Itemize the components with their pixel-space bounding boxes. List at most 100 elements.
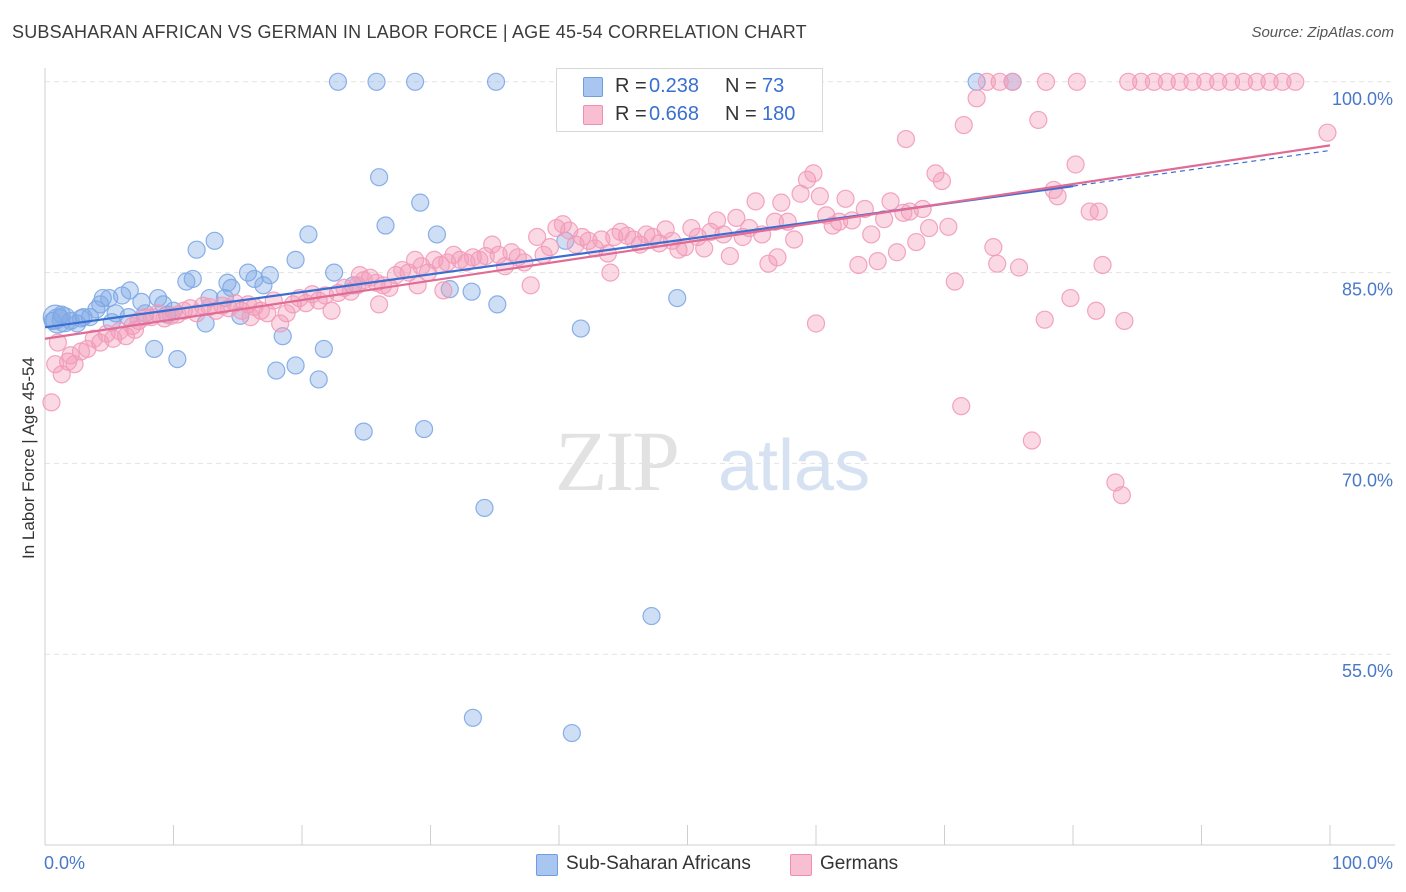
watermark-atlas: atlas bbox=[718, 426, 870, 506]
data-point bbox=[1035, 310, 1054, 329]
data-point bbox=[836, 189, 855, 208]
legend-row-sub-saharan: R = 0.238 N = 73 bbox=[557, 73, 822, 101]
data-point bbox=[896, 129, 916, 149]
data-point bbox=[1170, 72, 1189, 91]
data-point bbox=[562, 723, 581, 743]
data-point bbox=[1009, 258, 1029, 277]
data-point bbox=[120, 281, 139, 300]
data-point bbox=[772, 193, 791, 212]
data-point bbox=[187, 240, 206, 259]
data-point bbox=[695, 239, 714, 258]
data-point bbox=[540, 238, 560, 257]
data-point bbox=[350, 266, 369, 285]
chart-title: SUBSAHARAN AFRICAN VS GERMAN IN LABOR FO… bbox=[12, 22, 807, 42]
legend-swatch-blue bbox=[536, 854, 558, 876]
data-point bbox=[601, 263, 620, 282]
data-point bbox=[476, 246, 495, 266]
data-point bbox=[862, 225, 881, 244]
data-point bbox=[314, 339, 333, 359]
data-point bbox=[1115, 311, 1134, 331]
data-point bbox=[988, 254, 1007, 273]
data-point bbox=[299, 225, 318, 244]
data-point bbox=[370, 295, 389, 314]
data-point bbox=[183, 269, 202, 289]
data-point bbox=[309, 370, 328, 389]
r-label: R = bbox=[615, 103, 647, 125]
watermark: ZIP atlas bbox=[555, 413, 870, 509]
data-point bbox=[656, 220, 675, 239]
data-point bbox=[720, 246, 740, 266]
data-point bbox=[945, 272, 964, 291]
data-point bbox=[486, 72, 506, 91]
data-point bbox=[954, 115, 973, 135]
data-point bbox=[875, 210, 894, 229]
data-point bbox=[325, 263, 344, 282]
data-point bbox=[286, 250, 305, 269]
data-point bbox=[71, 309, 91, 328]
data-point bbox=[61, 346, 80, 365]
data-point bbox=[768, 248, 787, 267]
data-point bbox=[271, 314, 290, 333]
data-point bbox=[682, 218, 701, 238]
data-point bbox=[376, 216, 395, 235]
x-tick-label: 100.0% bbox=[1332, 853, 1393, 873]
data-point bbox=[810, 187, 829, 206]
y-axis-title: In Labor Force | Age 45-54 bbox=[19, 357, 38, 559]
data-point bbox=[1029, 110, 1048, 130]
y-tick-label: 85.0% bbox=[1342, 280, 1393, 300]
n-value: 73 bbox=[762, 75, 785, 97]
data-point bbox=[1144, 72, 1164, 91]
data-point bbox=[642, 606, 661, 626]
data-point bbox=[571, 319, 590, 338]
data-point bbox=[260, 266, 279, 285]
data-point bbox=[475, 498, 494, 518]
n-label: N = bbox=[725, 75, 757, 97]
data-point bbox=[1157, 72, 1176, 91]
data-point bbox=[241, 308, 260, 327]
data-point bbox=[370, 168, 389, 187]
data-point bbox=[913, 199, 932, 219]
series-germans bbox=[42, 72, 1337, 505]
data-point bbox=[405, 72, 425, 91]
data-point bbox=[434, 281, 453, 300]
source-label: Source: ZipAtlas.com bbox=[1251, 24, 1394, 41]
data-point bbox=[984, 238, 1003, 257]
data-point bbox=[414, 419, 434, 439]
data-point bbox=[990, 72, 1009, 91]
data-point bbox=[1119, 72, 1138, 91]
data-point bbox=[1087, 301, 1106, 320]
bottom-legend: Sub-Saharan Africans Germans bbox=[0, 852, 1406, 878]
data-point bbox=[952, 397, 971, 416]
y-tick-label: 55.0% bbox=[1342, 661, 1393, 681]
data-point bbox=[427, 225, 447, 244]
data-point bbox=[868, 252, 887, 271]
data-point bbox=[440, 280, 459, 299]
data-point bbox=[322, 301, 341, 320]
grid-lines bbox=[45, 81, 1395, 655]
axes bbox=[44, 68, 1395, 846]
data-point bbox=[1112, 486, 1131, 505]
data-point bbox=[939, 217, 958, 236]
data-point bbox=[977, 72, 997, 91]
data-point bbox=[222, 278, 241, 297]
data-point bbox=[1061, 288, 1080, 308]
data-point bbox=[488, 295, 507, 314]
data-point bbox=[849, 255, 868, 275]
data-point bbox=[463, 708, 483, 727]
data-point bbox=[1036, 72, 1056, 91]
data-point bbox=[668, 288, 687, 308]
legend-swatch-blue bbox=[583, 77, 603, 97]
y-tick-label: 100.0% bbox=[1332, 89, 1393, 109]
data-point bbox=[746, 192, 765, 211]
data-point bbox=[205, 231, 224, 250]
x-tick-label: 0.0% bbox=[44, 853, 85, 873]
data-point bbox=[483, 235, 502, 254]
y-tick-label: 70.0% bbox=[1342, 470, 1393, 490]
data-point bbox=[42, 393, 61, 412]
data-point bbox=[806, 314, 826, 333]
series-sub-saharan-africans bbox=[42, 72, 1022, 743]
data-point bbox=[1221, 72, 1241, 91]
legend-label: Sub-Saharan Africans bbox=[566, 853, 751, 874]
data-point bbox=[1247, 72, 1266, 91]
